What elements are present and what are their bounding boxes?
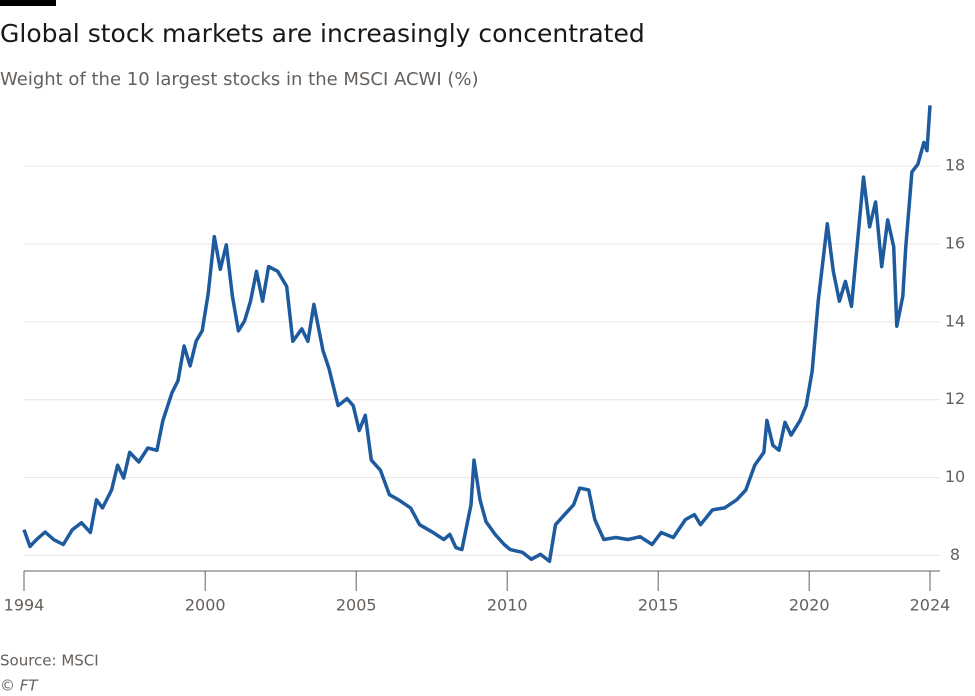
- chart-title: Global stock markets are increasingly co…: [0, 19, 645, 48]
- y-tick-label: 10: [945, 467, 965, 486]
- x-tick-label: 2000: [185, 596, 226, 615]
- y-tick-label: 16: [945, 234, 965, 253]
- x-tick-label: 1994: [4, 596, 45, 615]
- chart-subtitle: Weight of the 10 largest stocks in the M…: [0, 69, 479, 90]
- y-tick-label: 12: [945, 389, 965, 408]
- x-tick-label: 2005: [336, 596, 377, 615]
- data-line: [22, 105, 932, 564]
- source: Source: MSCI: [0, 652, 99, 670]
- x-tick-label: 2010: [487, 596, 528, 615]
- brand-bar: [0, 0, 56, 6]
- x-tick-label: 2020: [789, 596, 830, 615]
- y-tick-label: 8: [950, 545, 960, 564]
- y-tick-label: 14: [945, 311, 965, 330]
- credit: © FT: [0, 677, 39, 695]
- x-tick-label: 2024: [910, 596, 951, 615]
- y-tick-label: 18: [945, 156, 965, 175]
- x-tick-label: 2015: [638, 596, 679, 615]
